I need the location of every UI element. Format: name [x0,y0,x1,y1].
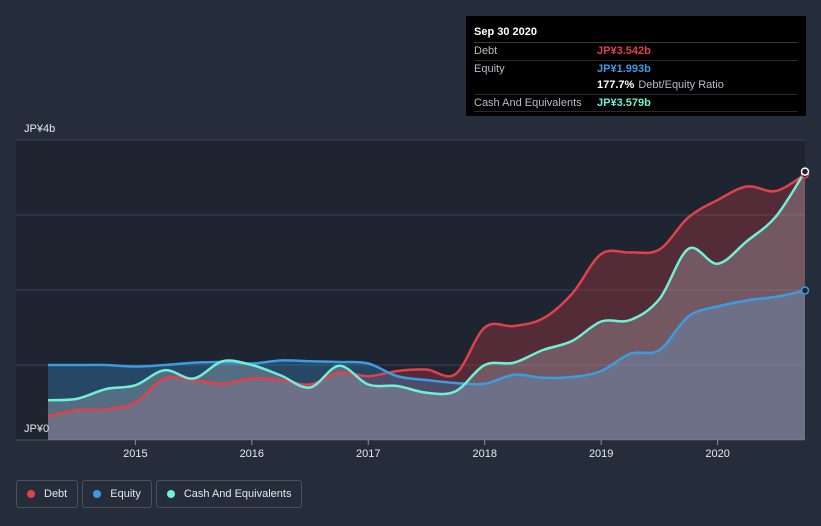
x-tick-label: 2015 [123,448,147,460]
legend-dot-debt [27,490,35,498]
legend-label-debt: Debt [44,488,68,500]
legend-item-cash[interactable]: Cash And Equivalents [155,480,303,508]
equity-line [48,289,806,386]
equity-end-marker [800,286,810,295]
tooltip-row-ratio: 177.7% Debt/Equity Ratio [474,77,798,95]
x-tick-label: 2017 [356,448,380,460]
x-tick-label: 2018 [472,448,496,460]
legend-item-debt[interactable]: Debt [16,480,79,508]
tooltip-cash-label: Cash And Equivalents [474,96,582,109]
tooltip-ratio-label: Debt/Equity Ratio [638,79,724,91]
x-axis: 2015 2016 2017 2018 2019 2020 [123,440,730,460]
tooltip-ratio-value: 177.7% [597,79,635,91]
tooltip: Sep 30 2020 Debt JP¥3.542b Equity JP¥1.9… [466,16,806,116]
series-markers [800,167,810,295]
cash-line [47,170,807,402]
tooltip-debt-label: Debt [474,45,498,57]
x-tick-label: 2016 [240,448,264,460]
cash-end-marker [800,167,810,176]
tooltip-row-debt: Debt JP¥3.542b [474,43,798,61]
legend-label-cash: Cash And Equivalents [183,488,292,500]
legend-label-equity: Equity [110,488,141,500]
x-tick-label: 2019 [589,448,613,460]
tooltip-cash-value: JP¥3.579b [597,96,651,109]
tooltip-equity-label: Equity [474,62,505,75]
x-tick-label: 2020 [705,448,729,460]
tooltip-equity-value: JP¥1.993b [597,62,651,75]
series-areas [48,171,805,440]
y-axis-label-bottom: JP¥0 [24,423,49,435]
cash-area [48,171,805,440]
legend: Debt Equity Cash And Equivalents [16,480,303,508]
tooltip-debt-value: JP¥3.542b [597,45,651,57]
series-lines [47,170,807,418]
legend-item-equity[interactable]: Equity [82,480,152,508]
debt-area [48,174,805,440]
tooltip-row-equity: Equity JP¥1.993b [474,61,798,78]
equity-area [48,290,805,440]
legend-dot-equity [93,490,102,498]
y-axis-label-top: JP¥4b [24,123,55,135]
tooltip-row-cash: Cash And Equivalents JP¥3.579b [474,95,798,112]
tooltip-date: Sep 30 2020 [474,24,798,43]
legend-dot-cash [166,490,175,498]
debt-line [47,173,806,418]
